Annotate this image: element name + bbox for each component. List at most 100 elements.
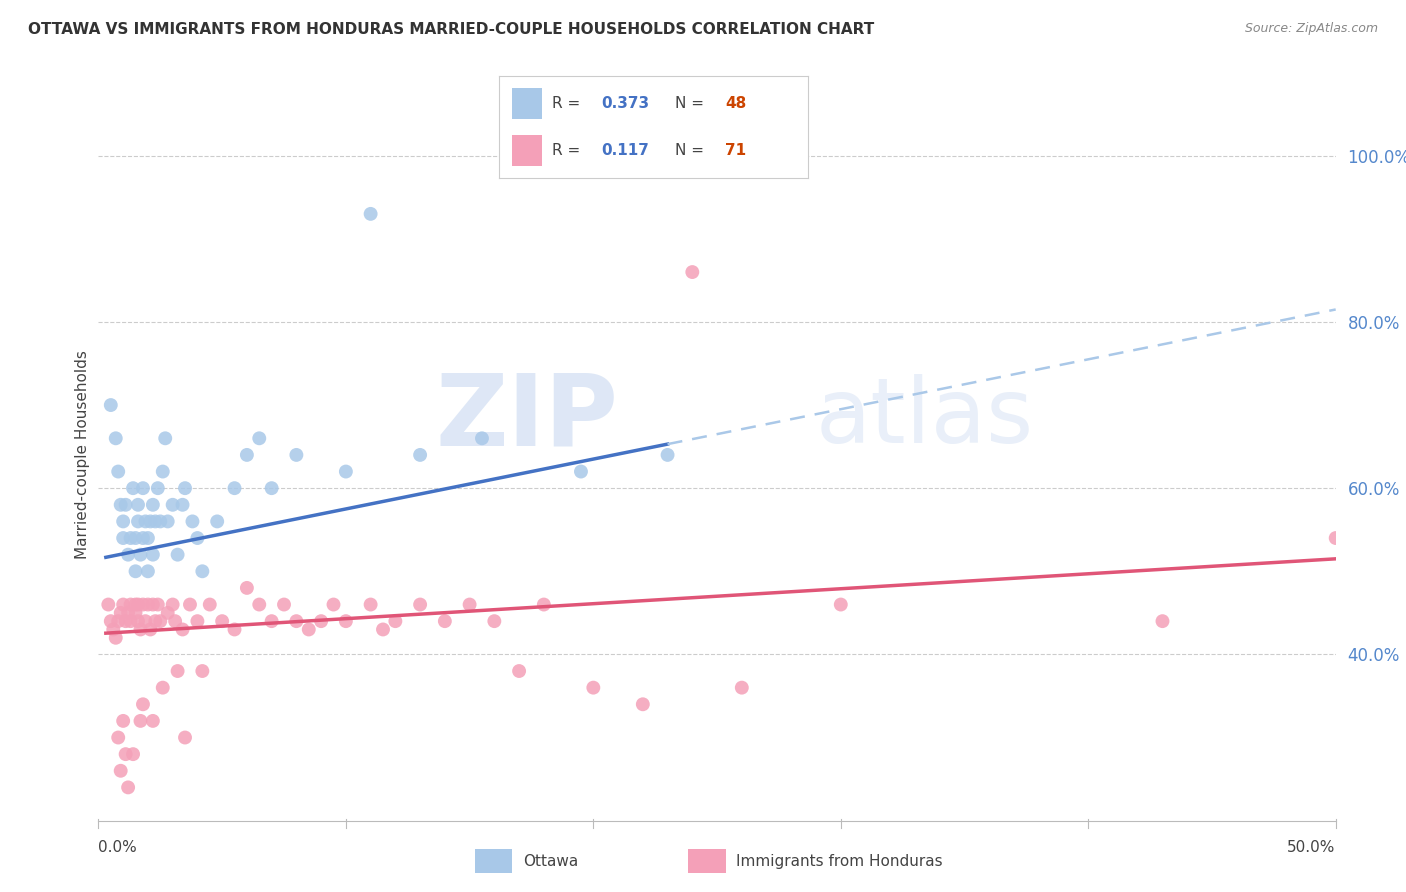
Text: 71: 71 [725,144,747,158]
Point [186,531,208,545]
Point [409,448,432,462]
Point [335,465,357,479]
Point [110,764,132,778]
Point [181,515,204,529]
Point [132,598,155,612]
Point [143,515,166,529]
Point [471,431,494,445]
Point [631,698,654,712]
Point [127,498,149,512]
Point [582,681,605,695]
Point [107,614,129,628]
Point [569,465,592,479]
Point [132,698,155,712]
Bar [512,88,543,119]
Point [117,780,139,795]
Point [114,614,136,628]
Point [371,623,394,637]
Point [657,448,679,462]
Point [132,531,155,545]
Point [152,465,174,479]
Point [124,564,146,578]
Point [174,731,197,745]
Point [191,664,214,678]
Point [127,515,149,529]
Point [731,681,754,695]
Text: Source: ZipAtlas.com: Source: ZipAtlas.com [1244,22,1378,36]
Point [139,623,162,637]
Text: Ottawa: Ottawa [523,854,578,869]
Point [360,207,382,221]
Point [129,714,152,728]
Point [114,498,136,512]
Point [433,614,456,628]
Point [124,606,146,620]
Point [104,631,127,645]
Point [285,614,308,628]
Point [179,598,201,612]
Point [298,623,321,637]
Point [146,598,169,612]
Point [117,606,139,620]
Point [107,465,129,479]
Point [120,531,142,545]
Point [224,481,246,495]
Text: 50.0%: 50.0% [1288,840,1336,855]
Point [114,747,136,761]
Point [172,623,194,637]
Text: Immigrants from Honduras: Immigrants from Honduras [737,854,943,869]
Point [124,598,146,612]
Point [120,614,142,628]
Point [110,606,132,620]
Point [149,614,172,628]
Point [107,731,129,745]
Point [681,265,703,279]
Point [1152,614,1174,628]
Point [198,598,221,612]
Point [247,598,270,612]
Point [142,548,165,562]
Point [129,548,152,562]
Point [484,614,506,628]
Point [1324,531,1347,545]
Point [205,515,228,529]
Point [134,614,156,628]
Point [830,598,852,612]
Point [127,614,149,628]
Text: OTTAWA VS IMMIGRANTS FROM HONDURAS MARRIED-COUPLE HOUSEHOLDS CORRELATION CHART: OTTAWA VS IMMIGRANTS FROM HONDURAS MARRI… [28,22,875,37]
Point [224,623,246,637]
Point [139,515,162,529]
Point [285,448,308,462]
Point [409,598,432,612]
Point [142,498,165,512]
Point [384,614,406,628]
Point [127,598,149,612]
Point [260,481,283,495]
Point [142,714,165,728]
Point [136,598,159,612]
Point [143,614,166,628]
Bar [689,849,725,873]
Point [162,498,184,512]
Point [112,531,135,545]
Point [533,598,555,612]
Point [273,598,295,612]
Point [191,564,214,578]
Text: atlas: atlas [815,375,1035,462]
Point [100,614,122,628]
Point [172,498,194,512]
Point [136,531,159,545]
Point [360,598,382,612]
Text: 0.373: 0.373 [602,96,650,111]
Point [134,515,156,529]
Point [117,548,139,562]
Bar [512,136,543,166]
Point [100,398,122,412]
Point [322,598,344,612]
Point [132,481,155,495]
Point [166,548,188,562]
Point [129,623,152,637]
Text: N =: N = [675,96,704,111]
Point [335,614,357,628]
Text: R =: R = [551,144,579,158]
